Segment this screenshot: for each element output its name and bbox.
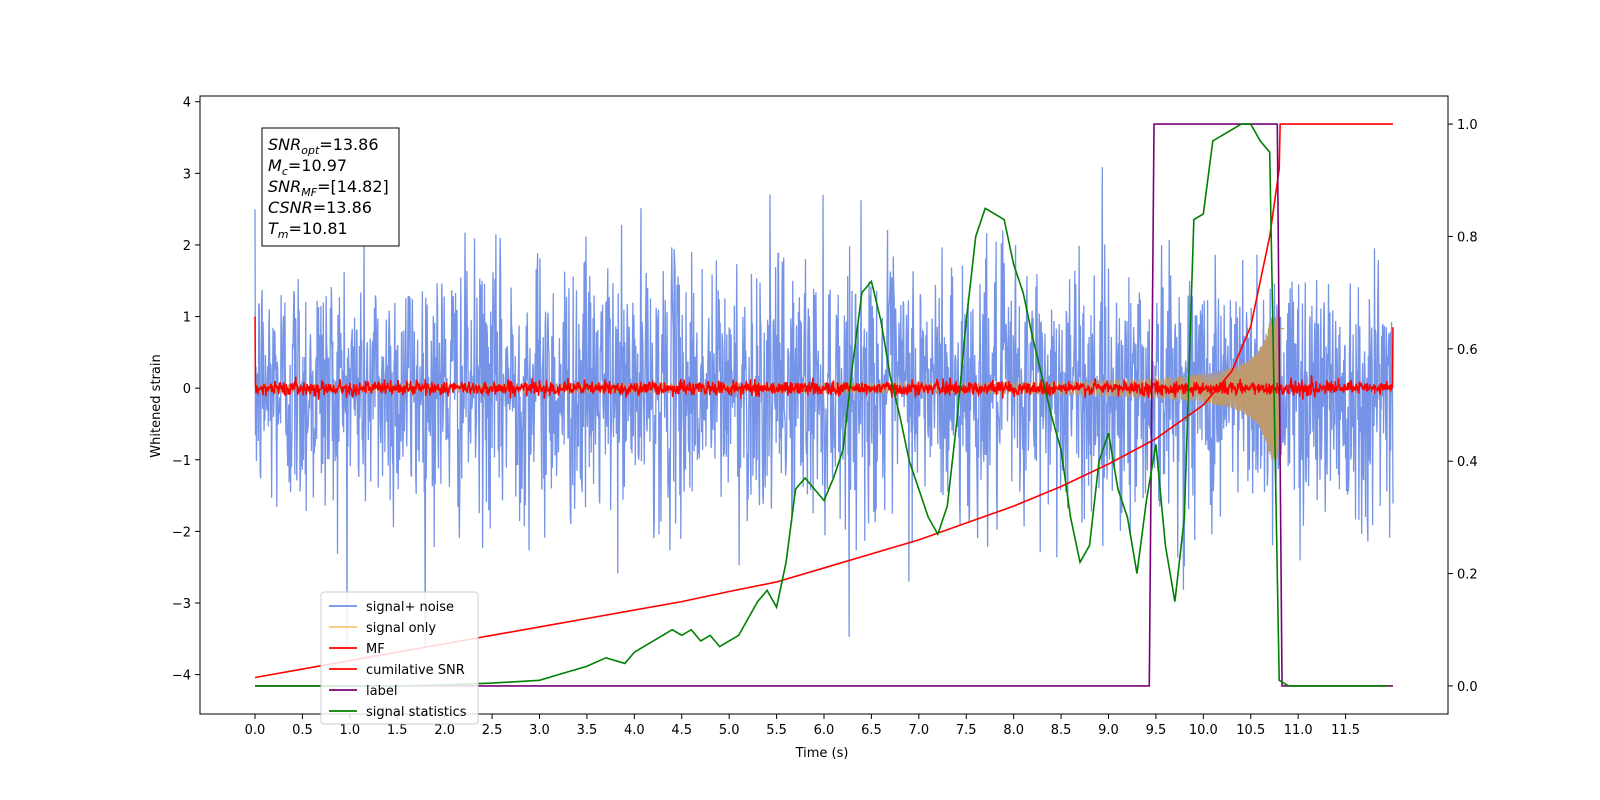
signal-noise-path [254,167,1394,646]
y-tick-label: 2 [183,239,191,254]
x-tick-label: 4.0 [624,723,645,738]
x-tick-label: 4.5 [671,723,692,738]
x-tick-label: 6.5 [861,723,882,738]
x-tick-label: 2.0 [434,723,455,738]
x-tick-label: 3.5 [577,723,598,738]
y-axis-label: Whitened strain [149,354,164,457]
x-tick-label: 6.0 [814,723,835,738]
y2-tick-label: 1.0 [1457,118,1478,133]
annotation-line: SNRMF=[14.82] [268,177,389,199]
x-tick-label: 11.5 [1331,723,1360,738]
x-tick-label: 0.0 [245,723,266,738]
annotation-line: Tm=10.81 [268,219,348,241]
annotation-line: SNRopt=13.86 [268,135,379,157]
x-tick-label: 3.0 [529,723,550,738]
y2-tick-label: 0.0 [1457,680,1478,695]
legend-label: signal+ noise [366,600,454,615]
legend-label: MF [366,642,385,657]
y-tick-label: −4 [172,669,191,684]
x-tick-label: 7.0 [908,723,929,738]
x-tick-label: 10.0 [1189,723,1218,738]
y2-tick-label: 0.8 [1457,230,1478,245]
annotation-box: SNRopt=13.86Mc=10.97SNRMF=[14.82]CSNR=13… [261,127,400,247]
y-tick-label: −3 [172,597,191,612]
legend: signal+ noise signal only MF cumilative SNR… [320,591,479,725]
legend-label: cumilative SNR [366,663,465,678]
x-axis-label: Time (s) [795,746,849,761]
x-tick-label: 9.5 [1146,723,1167,738]
x-tick-label: 5.5 [766,723,787,738]
x-tick-label: 1.5 [387,723,408,738]
x-tick-label: 7.5 [956,723,977,738]
y-tick-label: 0 [183,382,191,397]
x-tick-label: 5.0 [719,723,740,738]
y-tick-label: 3 [183,167,191,182]
y-tick-label: 1 [183,311,191,326]
x-tick-label: 2.5 [482,723,503,738]
y2-axis-ticks: 0.0 0.2 0.4 0.6 0.8 1.0 [1448,118,1478,695]
y-axis-ticks: −4 −3 −2 −1 0 1 2 3 4 [172,96,200,684]
y2-tick-label: 0.4 [1457,455,1478,470]
annotation-line: Mc=10.97 [268,156,347,178]
y-tick-label: −2 [172,525,191,540]
legend-label: label [366,684,397,699]
x-tick-label: 10.5 [1236,723,1265,738]
x-tick-label: 9.0 [1098,723,1119,738]
y2-tick-label: 0.6 [1457,343,1478,358]
signal-statistics-line [255,123,1389,687]
x-axis-ticks: 0.0 0.5 1.0 1.5 2.0 2.5 3.0 3.5 4.0 4.5 5.0 5.5 6.0 6… [245,714,1360,738]
y-tick-label: −1 [172,454,191,469]
signal-noise-line [254,167,1394,646]
y-tick-label: 4 [183,96,191,111]
annotation-line: CSNR=13.86 [268,198,372,217]
legend-label: signal only [366,621,436,636]
mf-path [254,316,1394,400]
x-tick-label: 1.0 [339,723,360,738]
legend-label: signal statistics [366,705,467,720]
x-tick-label: 8.0 [1003,723,1024,738]
y2-tick-label: 0.2 [1457,568,1478,583]
x-tick-label: 0.5 [292,723,313,738]
x-tick-label: 8.5 [1051,723,1072,738]
x-tick-label: 11.0 [1284,723,1313,738]
mf-line [254,316,1394,400]
